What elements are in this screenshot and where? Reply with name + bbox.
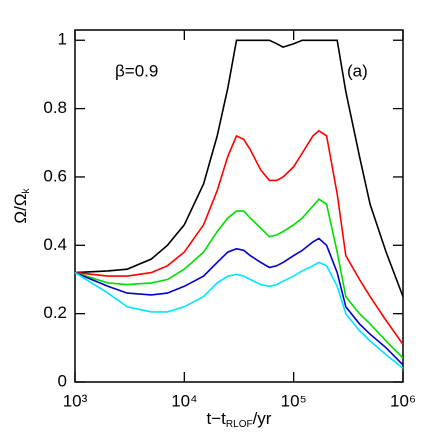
x-axis-label-part: RLOF <box>226 419 253 430</box>
y-tick-label: 0 <box>58 371 67 390</box>
x-tick-label: 10⁴ <box>171 391 197 410</box>
data-line <box>74 237 404 366</box>
annotation: (a) <box>347 61 368 80</box>
y-tick-label: 1 <box>58 30 67 49</box>
y-axis-label: Ω/Ωk <box>11 187 31 223</box>
y-tick-label: 0.2 <box>43 303 67 322</box>
y-tick-label: 0.6 <box>43 166 67 185</box>
data-line <box>74 198 404 359</box>
annotation: β=0.9 <box>115 61 158 80</box>
y-axis-label-part: Ω/Ω <box>11 193 30 223</box>
plot-frame <box>74 29 404 383</box>
x-axis-label-part: /yr <box>253 409 272 428</box>
x-axis-label: t−tRLOF/yr <box>207 409 272 429</box>
x-axis-label-part: t−t <box>207 409 227 428</box>
data-line <box>74 129 404 345</box>
y-axis-label-part: k <box>21 187 32 193</box>
x-tick-label: 10⁵ <box>281 391 307 410</box>
y-tick-label: 0.8 <box>43 98 67 117</box>
x-tick-label: 10⁶ <box>390 391 416 410</box>
x-tick-label: 10³ <box>63 391 88 410</box>
data-line <box>74 261 404 369</box>
data-line <box>74 39 404 297</box>
y-tick-label: 0.4 <box>43 235 67 254</box>
